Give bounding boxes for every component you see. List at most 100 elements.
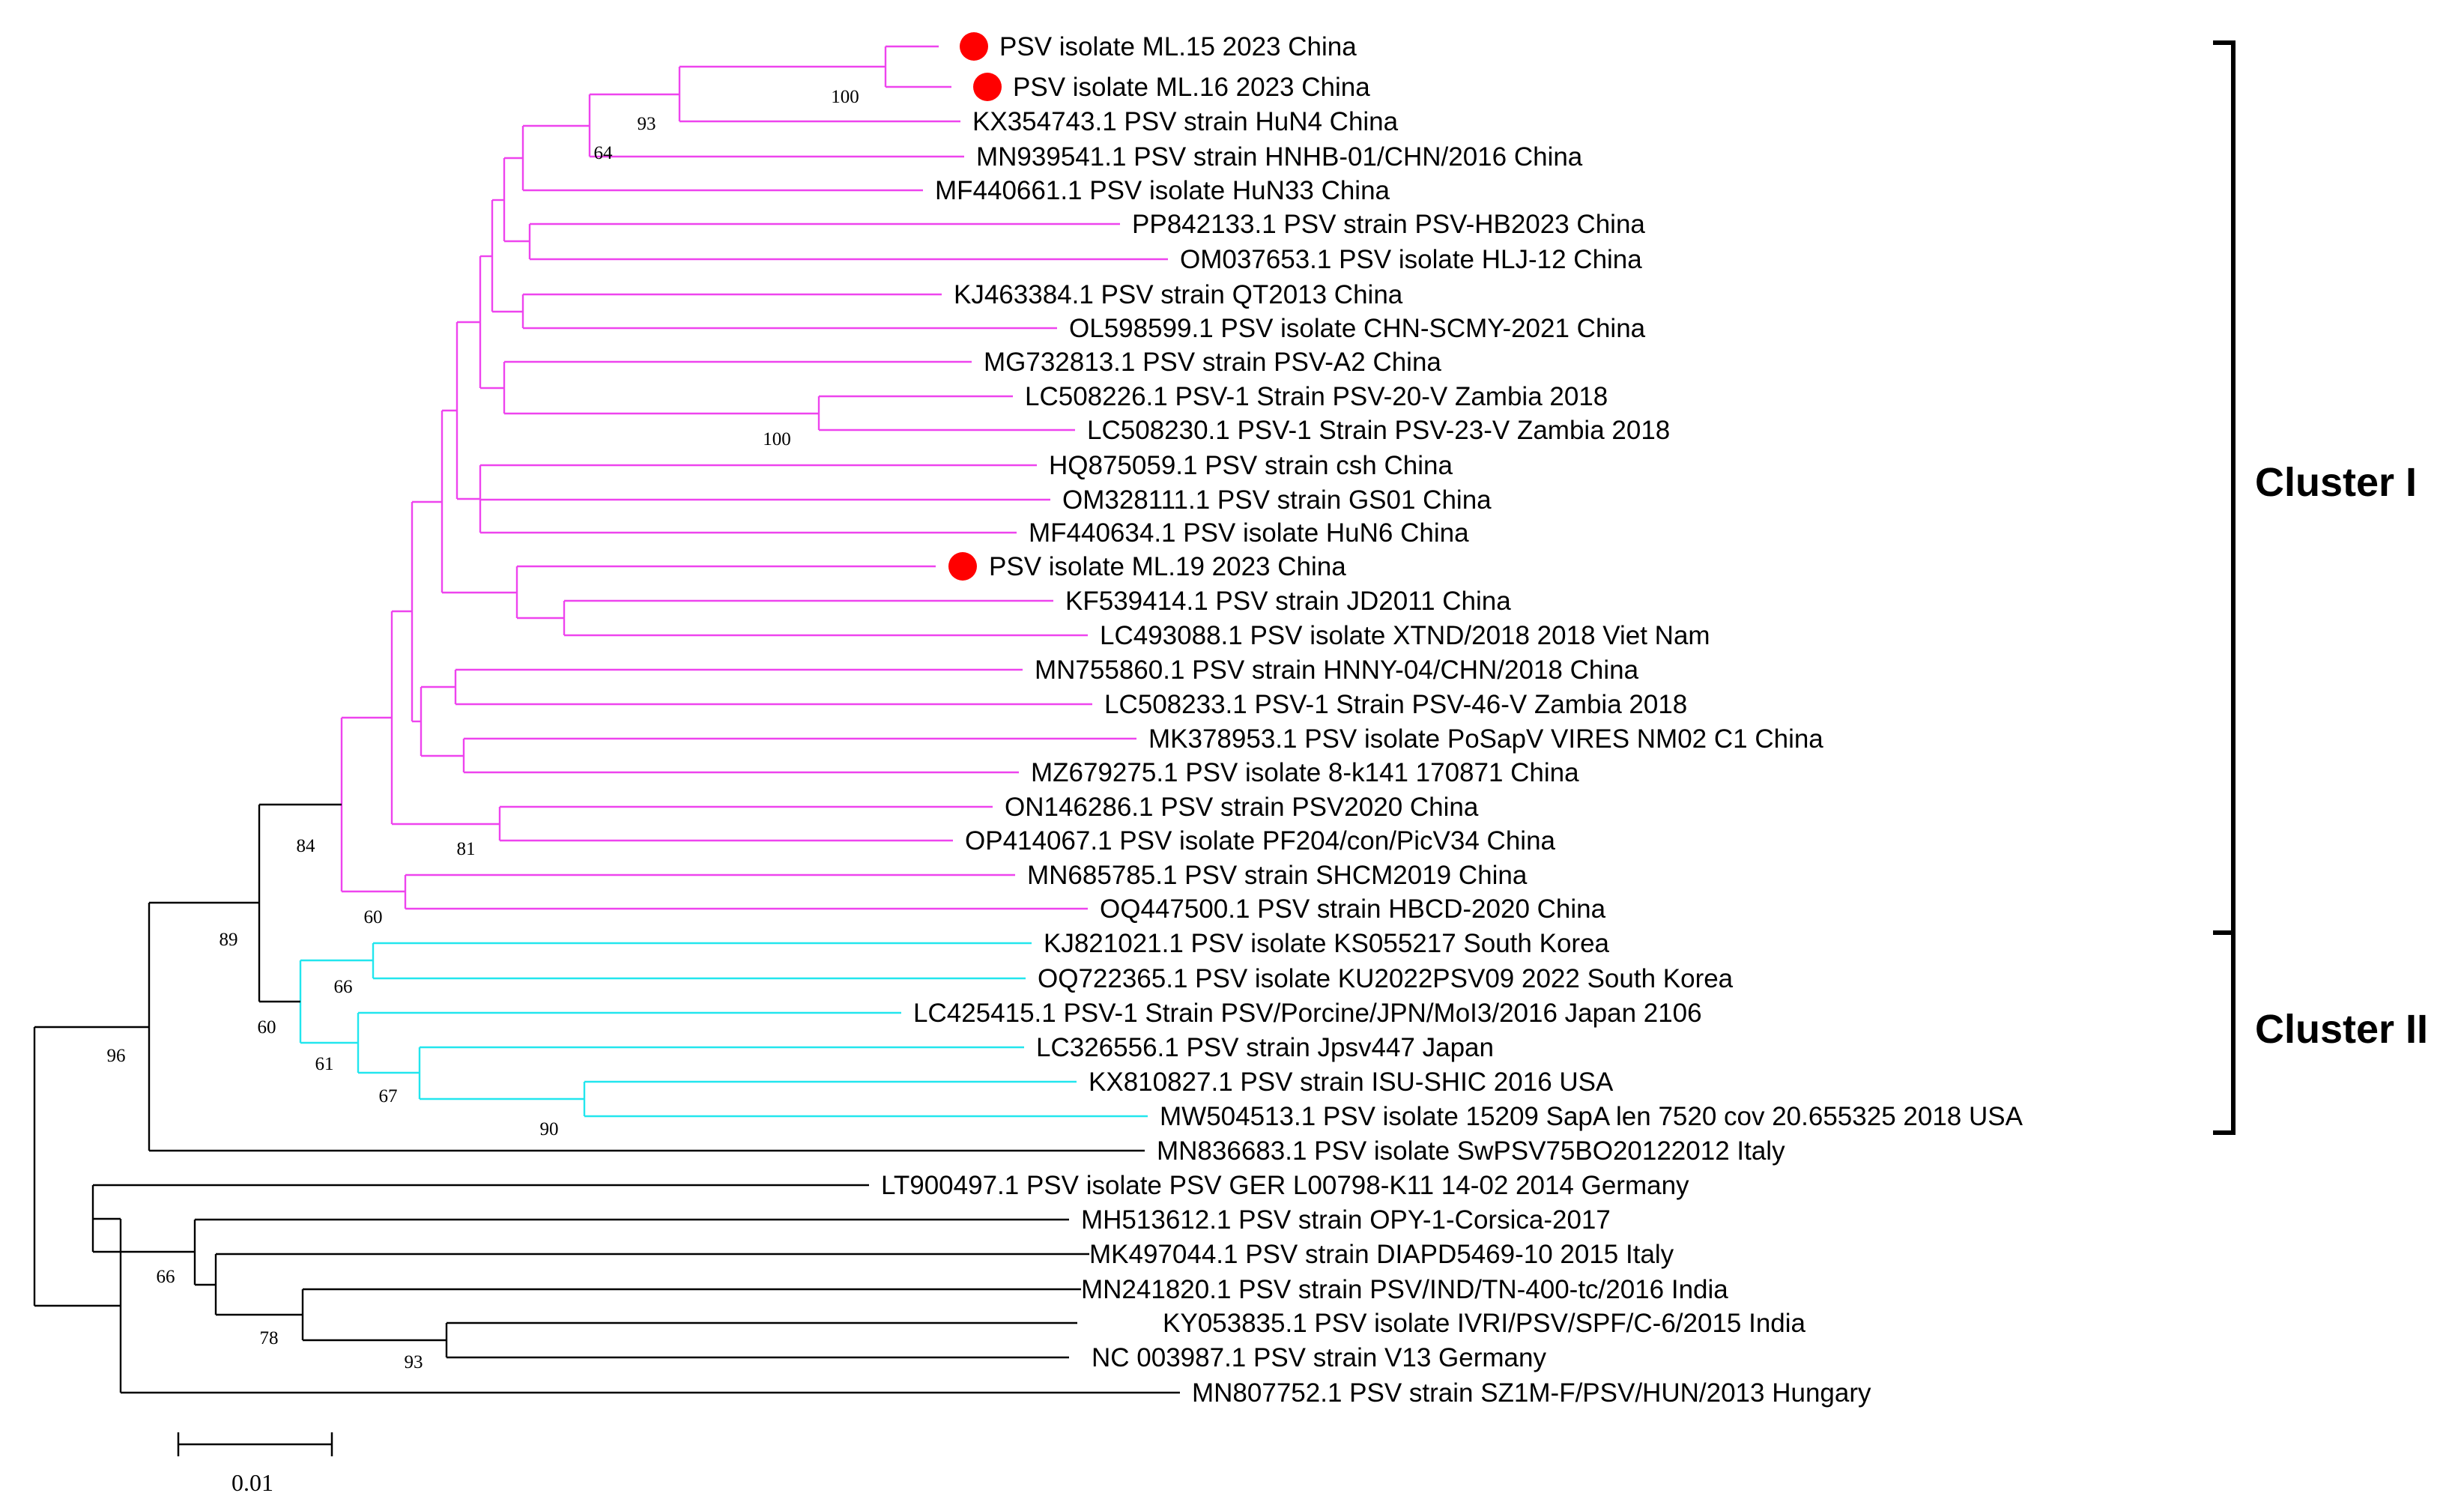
taxon-label: KX810827.1 PSV strain ISU-SHIC 2016 USA xyxy=(1089,1068,1614,1097)
taxon-label: MN836683.1 PSV isolate SwPSV75BO20122012… xyxy=(1157,1136,1785,1166)
bootstrap-value: 66 xyxy=(157,1267,175,1287)
clade-nMK497 xyxy=(214,1253,1089,1316)
taxon-label: LC508226.1 PSV-1 Strain PSV-20-V Zambia … xyxy=(1025,382,1608,411)
clade-nLC326 xyxy=(418,1046,1024,1100)
bootstrap-value: 100 xyxy=(831,87,859,107)
clade-nON xyxy=(498,805,993,842)
taxon-label: MN685785.1 PSV strain SHCM2019 China xyxy=(1027,861,1528,890)
cluster-2-bracket xyxy=(2213,930,2236,1135)
clade-nKX810 xyxy=(583,1080,1148,1118)
clade-nJ xyxy=(299,959,373,1044)
clade-nF xyxy=(420,685,464,757)
cluster-brackets: Cluster I Cluster II xyxy=(2213,40,2428,1135)
taxon-label: MH513612.1 PSV strain OPY-1-Corsica-2017 xyxy=(1081,1205,1611,1235)
clade-nH xyxy=(390,610,500,826)
scale-bar-label: 0.01 xyxy=(231,1469,273,1496)
taxon-label: MK497044.1 PSV strain DIAPD5469-10 2015 … xyxy=(1089,1240,1674,1269)
clade-nI xyxy=(340,716,405,893)
bootstrap-value: 96 xyxy=(107,1046,126,1066)
sample-marker-icon xyxy=(960,32,988,61)
taxon-label: MK378953.1 PSV isolate PoSapV VIRES NM02… xyxy=(1148,724,1823,754)
taxon-label: HQ875059.1 PSV strain csh China xyxy=(1049,451,1453,480)
bootstrap-value: 66 xyxy=(334,977,353,997)
sample-markers xyxy=(948,32,1002,581)
clade-nKJ821 xyxy=(372,942,1032,980)
clade-nB xyxy=(491,199,523,313)
taxon-label: PSV isolate ML.16 2023 China xyxy=(1013,73,1370,102)
taxon-label: PSV isolate ML.19 2023 China xyxy=(989,552,1346,581)
taxon-label: OM037653.1 PSV isolate HLJ-12 China xyxy=(1180,245,1642,274)
bootstrap-value: 67 xyxy=(379,1086,398,1106)
taxon-labels: PSV isolate ML.15 2023 China PSV isolate … xyxy=(881,32,2023,1408)
clade-nML19 xyxy=(515,565,936,620)
taxon-label: LC493088.1 PSV isolate XTND/2018 2018 Vi… xyxy=(1100,621,1710,650)
bracket-line xyxy=(2213,40,2236,935)
taxon-label: KJ463384.1 PSV strain QT2013 China xyxy=(954,280,1403,309)
clade-n64 xyxy=(521,124,923,192)
taxon-label: NC 003987.1 PSV strain V13 Germany xyxy=(1092,1343,1546,1372)
bootstrap-value: 64 xyxy=(594,143,614,163)
taxon-label: LC508233.1 PSV-1 Strain PSV-46-V Zambia … xyxy=(1104,690,1687,719)
tree-branches xyxy=(33,45,1180,1394)
cluster-1-bracket xyxy=(2213,40,2236,935)
bracket-line xyxy=(2213,930,2236,1135)
bootstrap-value: 93 xyxy=(638,114,656,134)
clade-nMG xyxy=(503,360,972,415)
scale-bar: 0.01 xyxy=(177,1432,333,1496)
taxon-label: MF440634.1 PSV isolate HuN6 China xyxy=(1029,518,1469,548)
taxon-label: MN755860.1 PSV strain HNNY-04/CHN/2018 C… xyxy=(1035,655,1639,685)
taxon-label: KF539414.1 PSV strain JD2011 China xyxy=(1065,587,1511,616)
bootstrap-value: 90 xyxy=(540,1119,559,1139)
clade-nD xyxy=(455,321,480,500)
taxon-label: MF440661.1 PSV isolate HuN33 China xyxy=(935,176,1390,205)
taxon-label: MN939541.1 PSV strain HNHB-01/CHN/2016 C… xyxy=(976,142,1583,172)
taxon-label: OL598599.1 PSV isolate CHN-SCMY-2021 Chi… xyxy=(1069,314,1646,343)
clade-nBase xyxy=(93,1217,1180,1394)
taxon-label: LC425415.1 PSV-1 Strain PSV/Porcine/JPN/… xyxy=(913,999,1702,1028)
taxon-label: ON146286.1 PSV strain PSV2020 China xyxy=(1005,793,1479,822)
clade-nMN755 xyxy=(454,668,1092,706)
clade-nMN241 xyxy=(301,1288,1081,1342)
taxon-label: KX354743.1 PSV strain HuN4 China xyxy=(972,107,1399,136)
clade-nLC425 xyxy=(357,1011,901,1074)
bootstrap-value: 100 xyxy=(763,429,791,449)
clade-nG xyxy=(411,500,442,723)
sample-marker-icon xyxy=(948,552,977,581)
taxon-label: MN241820.1 PSV strain PSV/IND/TN-400-tc/… xyxy=(1081,1275,1728,1304)
taxon-label: OM328111.1 PSV strain GS01 China xyxy=(1062,485,1492,515)
bootstrap-value: 78 xyxy=(260,1328,279,1348)
taxon-label: PSV isolate ML.15 2023 China xyxy=(999,32,1357,61)
bootstrap-value: 60 xyxy=(364,907,383,927)
bootstrap-value: 61 xyxy=(315,1054,334,1074)
bootstrap-value: 93 xyxy=(405,1352,423,1372)
clade-root xyxy=(33,1026,149,1307)
taxon-label: MG732813.1 PSV strain PSV-A2 China xyxy=(984,348,1441,377)
clade-nPP xyxy=(528,222,1168,261)
bootstrap-value: 60 xyxy=(258,1017,276,1038)
taxon-label: KY053835.1 PSV isolate IVRI/PSV/SPF/C-6/… xyxy=(1163,1309,1806,1338)
cluster-label: Cluster II xyxy=(2255,1007,2428,1052)
sample-marker-icon xyxy=(973,73,1002,101)
clade-n1516 xyxy=(884,45,951,88)
taxon-label: OQ447500.1 PSV strain HBCD-2020 China xyxy=(1100,894,1606,924)
taxon-label: OQ722365.1 PSV isolate KU2022PSV09 2022 … xyxy=(1038,964,1734,993)
cluster-label: Cluster I xyxy=(2255,460,2417,505)
clade-nMLk xyxy=(678,65,960,123)
taxon-label: LT900497.1 PSV isolate PSV GER L00798-K1… xyxy=(881,1171,1689,1200)
taxon-label: KJ821021.1 PSV isolate KS055217 South Ko… xyxy=(1044,929,1610,958)
taxon-label: LC508230.1 PSV-1 Strain PSV-23-V Zambia … xyxy=(1087,416,1670,445)
clade-nHQ xyxy=(479,464,1050,534)
taxon-label: MZ679275.1 PSV isolate 8-k141 170871 Chi… xyxy=(1031,758,1579,787)
taxon-label: MW504513.1 PSV isolate 15209 SapA len 75… xyxy=(1160,1102,2023,1131)
clade-nMN685 xyxy=(404,873,1088,910)
clade-nMH xyxy=(193,1218,1069,1286)
bootstrap-value: 81 xyxy=(457,839,476,859)
bootstrap-value: 89 xyxy=(220,930,238,950)
taxon-label: MN807752.1 PSV strain SZ1M-F/PSV/HUN/201… xyxy=(1192,1378,1871,1408)
taxon-label: LC326556.1 PSV strain Jpsv447 Japan xyxy=(1036,1033,1494,1062)
taxon-label: OP414067.1 PSV isolate PF204/con/PicV34 … xyxy=(965,826,1556,856)
clade-nA xyxy=(503,157,530,243)
bootstrap-values: 100 93 64 100 84 81 60 89 66 60 61 67 90 96 66 78 93 xyxy=(107,87,859,1372)
clade-nKY xyxy=(445,1321,1077,1359)
